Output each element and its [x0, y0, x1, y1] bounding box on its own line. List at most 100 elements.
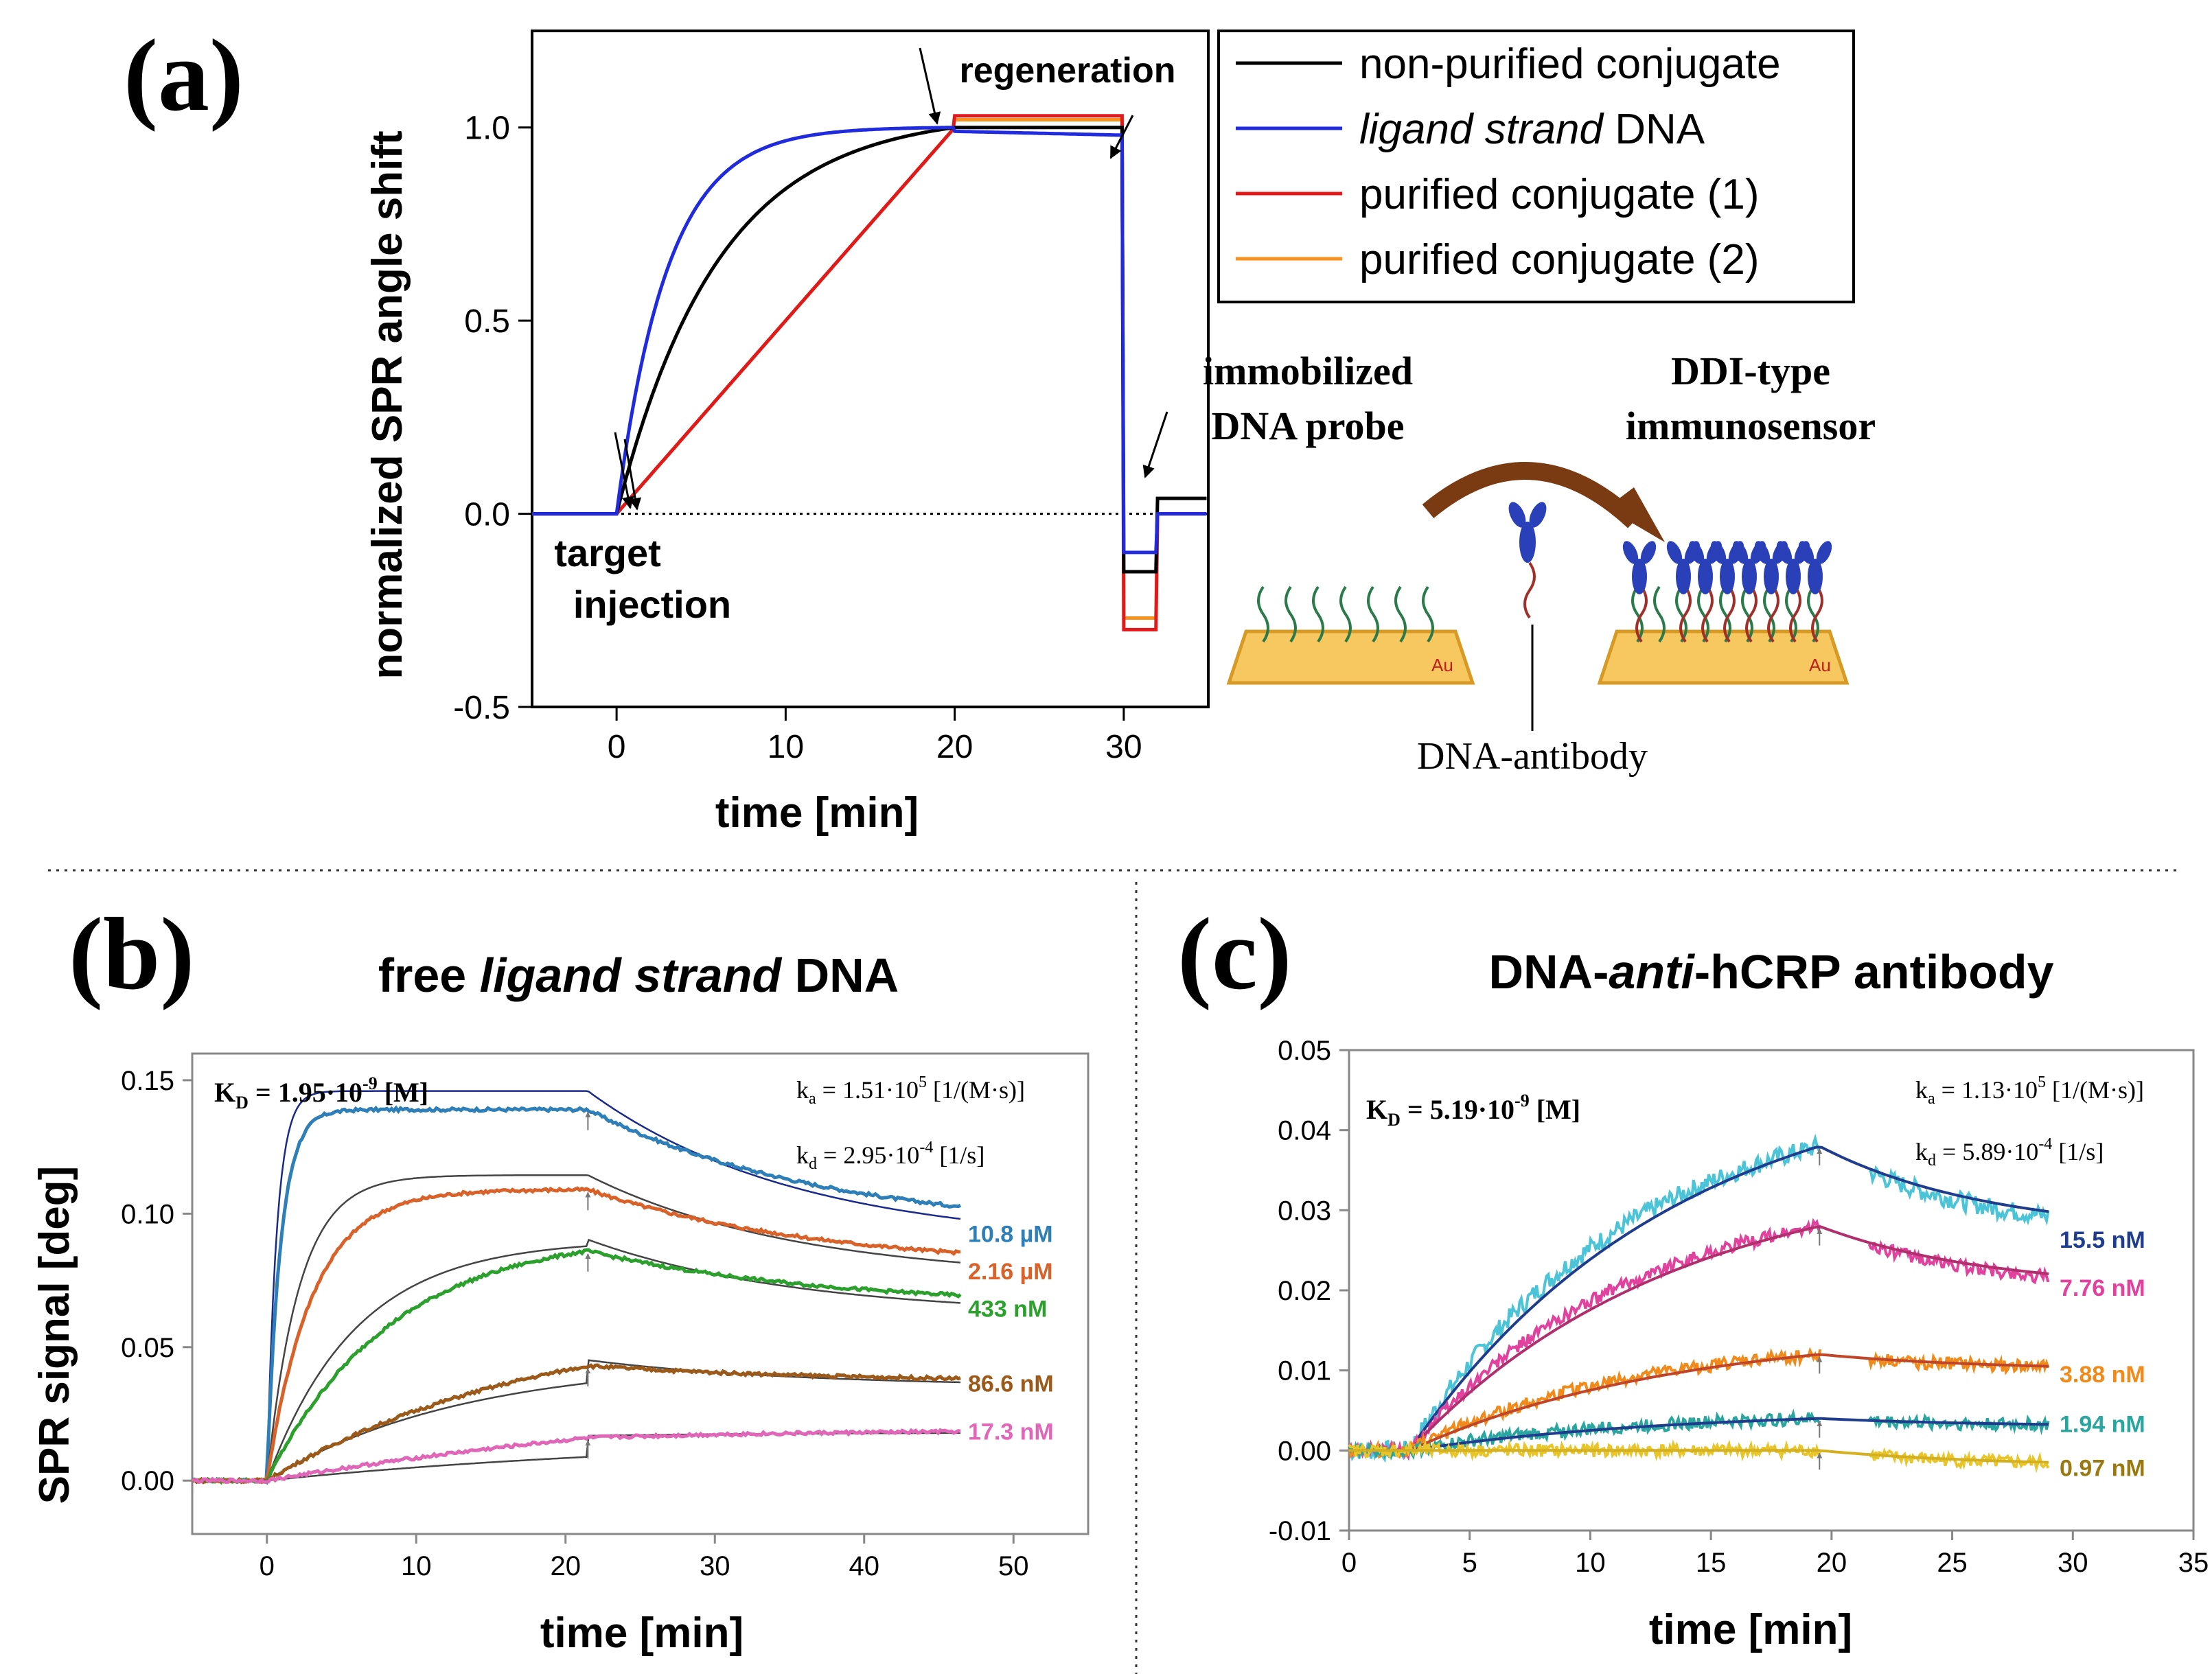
arrow-regeneration-1 [919, 47, 941, 125]
panel-b-series-label: 86.6 nM [968, 1371, 1054, 1397]
free-dna-antibody [1508, 502, 1547, 619]
x-tick-label: 40 [849, 1551, 880, 1581]
ligand-strand [1767, 585, 1779, 643]
panel-c-fit-line [1349, 1449, 2049, 1464]
panel-c-fit-line [1349, 1146, 2049, 1452]
panel-b-letter: (b) [69, 897, 194, 1011]
antibody-icon [1808, 559, 1823, 594]
y-tick-label: 0.02 [1278, 1276, 1331, 1306]
panel-c-axes: 0 5 10 15 20 25 30 35 -0.01 0.00 0.01 0.02 0.03 0.04 0… [1269, 1036, 2209, 1578]
y-tick-label: 0.01 [1278, 1356, 1331, 1386]
panel-c-series-line [1348, 1347, 1822, 1459]
annotation-target-injection-line1: target [554, 531, 661, 574]
x-tick-label: 30 [1105, 729, 1142, 765]
schematic-label-immobilized-1: immobilized [1203, 349, 1413, 393]
panel-b-series-line [192, 1105, 962, 1485]
x-tick-label: 30 [2058, 1548, 2088, 1578]
schematic-transfer-arrowhead [1606, 487, 1665, 542]
arrow-target-injection-1 [614, 432, 634, 509]
panel-a-series-line [532, 126, 1207, 555]
antibody-arm [1710, 541, 1727, 564]
probe-strand [1807, 585, 1819, 643]
probe-strand [1367, 585, 1379, 643]
x-tick-label: 0 [608, 729, 626, 765]
panel-c-ka: ka = 1.13·105 [1/(M·s)] [1915, 1073, 2144, 1108]
x-tick-label: 0 [1341, 1548, 1357, 1578]
panel-b-series-label: 10.8 µM [968, 1222, 1053, 1248]
x-tick-label: 20 [936, 729, 973, 765]
x-tick-label: 0 [260, 1551, 275, 1581]
antibody-icon [1786, 559, 1801, 594]
annotation-regeneration: regeneration [960, 51, 1176, 91]
ligand-strand [1679, 585, 1692, 643]
antibody-icon [1676, 559, 1691, 594]
x-tick-label: 20 [1817, 1548, 1847, 1578]
arrow-regeneration-3 [1142, 411, 1168, 478]
panel-b-series-line [191, 1248, 962, 1485]
y-tick-label: 0.0 [464, 496, 510, 533]
ligand-strand [1701, 585, 1714, 643]
probe-strand [1422, 585, 1434, 643]
sensor-chip-right [1597, 629, 1850, 685]
y-tick-label: 0.15 [121, 1066, 174, 1096]
panel-a-series-line [532, 126, 1207, 574]
panel-b-series-labels: 10.8 µM 2.16 µM 433 nM 86.6 nM 17.3 nM [968, 1222, 1054, 1445]
schematic-label-ddi-2: immunosensor [1626, 404, 1876, 448]
x-tick-label: 10 [768, 729, 804, 765]
gold-label-right: Au [1809, 655, 1831, 675]
legend-label: purified conjugate (1) [1359, 171, 1759, 218]
ligand-strand [1811, 585, 1823, 643]
antibody-icon [1720, 559, 1735, 594]
probe-strand [1339, 585, 1352, 643]
panel-b-y-axis-title: SPR signal [deg] [31, 1166, 78, 1504]
panel-a-y-axis-title: normalized SPR angle shift [364, 130, 411, 679]
ligand-strand [1523, 561, 1536, 619]
panel-c-series-line [1348, 1133, 1821, 1463]
panel-b-fit-line [192, 1174, 961, 1482]
legend-label: purified conjugate (2) [1359, 236, 1759, 283]
panel-b-title: free ligand strand DNA [378, 949, 899, 1002]
antibody-icon [1698, 559, 1713, 594]
x-tick-label: 10 [401, 1551, 432, 1581]
probe-strand [1719, 585, 1731, 643]
annotation-target-injection-line2: injection [573, 583, 731, 626]
y-tick-label: 0.04 [1278, 1116, 1331, 1146]
panel-b-series-line [192, 1363, 961, 1485]
ligand-strand [1723, 585, 1736, 643]
panel-c-letter: (c) [1177, 897, 1291, 1011]
panel-b: (b) free ligand strand DNA SPR signal [d… [31, 897, 1090, 1657]
panel-c-x-axis-title: time [min] [1649, 1606, 1852, 1653]
panel-c-fit-line [1349, 1225, 2049, 1452]
y-tick-label: 0.05 [1278, 1036, 1331, 1066]
panel-a-series [532, 114, 1207, 631]
antibody-icon [1764, 559, 1779, 594]
panel-b-series-label: 433 nM [968, 1296, 1047, 1322]
y-tick-label: 1.0 [464, 111, 510, 147]
antibody-arm [1622, 541, 1639, 564]
y-tick-label: 0.03 [1278, 1196, 1331, 1226]
antibody-arm [1776, 541, 1793, 564]
panel-a-plot-frame [531, 30, 1210, 708]
panel-b-fit-line [192, 1090, 961, 1482]
x-tick-label: 25 [1937, 1548, 1968, 1578]
panel-b-fit-line [192, 1359, 961, 1482]
panel-c-series-labels: 15.5 nM 7.76 nM 3.88 nM 1.94 nM 0.97 nM [2060, 1227, 2145, 1482]
x-tick-label: 30 [700, 1551, 730, 1581]
panel-a-letter: (a) [124, 19, 244, 132]
panel-a-legend-entries: non-purified conjugate ligand strand DNA p… [1236, 40, 1781, 283]
ligand-strand [1635, 585, 1648, 643]
antibody-icon [1632, 559, 1647, 594]
antibody-arm [1816, 541, 1832, 564]
panel-c-series-label: 7.76 nM [2060, 1275, 2145, 1301]
y-tick-label: -0.5 [453, 690, 510, 726]
panel-c-series-line [1869, 1165, 2050, 1227]
probe-strand [1785, 585, 1797, 643]
antibody-arm [1798, 541, 1814, 564]
probe-strand [1394, 585, 1407, 643]
x-tick-label: 35 [2178, 1548, 2209, 1578]
antibody-arm [1508, 502, 1526, 528]
panel-c-series-label: 15.5 nM [2060, 1227, 2145, 1253]
panel-b-x-axis-title: time [min] [540, 1609, 744, 1657]
antibody-icon [1742, 559, 1757, 594]
